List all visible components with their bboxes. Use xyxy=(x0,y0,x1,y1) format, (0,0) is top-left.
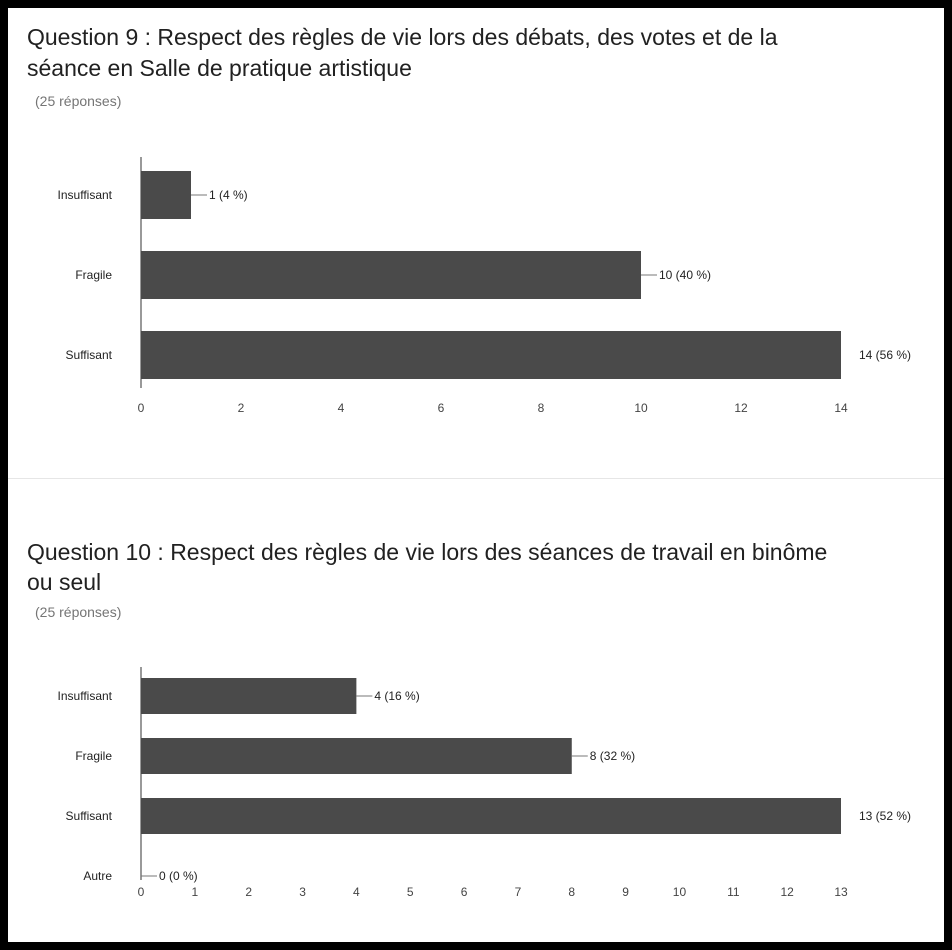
bar xyxy=(141,678,357,714)
x-tick-label: 10 xyxy=(634,401,648,415)
x-tick-label: 12 xyxy=(734,401,748,415)
data-label: 14 (56 %) xyxy=(859,348,911,362)
question-9-title-line2: séance en Salle de pratique artistique xyxy=(27,55,412,81)
data-label: 8 (32 %) xyxy=(590,749,635,763)
data-label: 1 (4 %) xyxy=(209,188,248,202)
x-tick-label: 4 xyxy=(353,885,360,899)
category-label: Suffisant xyxy=(66,348,113,362)
question-10-response-count: (25 réponses) xyxy=(35,604,121,620)
data-label: 4 (16 %) xyxy=(374,689,419,703)
question-10-header: Question 10 : Respect des règles de vie … xyxy=(27,539,827,620)
bar xyxy=(141,251,641,299)
category-label: Autre xyxy=(83,869,112,883)
x-tick-label: 2 xyxy=(245,885,252,899)
x-tick-label: 1 xyxy=(192,885,199,899)
x-tick-label: 8 xyxy=(538,401,545,415)
x-tick-label: 0 xyxy=(138,401,145,415)
category-label: Fragile xyxy=(75,749,112,763)
bar xyxy=(141,331,841,379)
section-divider xyxy=(8,478,944,479)
question-9-header: Question 9 : Respect des règles de vie l… xyxy=(27,24,778,109)
x-tick-label: 0 xyxy=(138,885,145,899)
category-label: Insuffisant xyxy=(58,188,113,202)
x-tick-label: 14 xyxy=(834,401,848,415)
data-label: 0 (0 %) xyxy=(159,869,198,883)
x-tick-label: 8 xyxy=(568,885,575,899)
x-tick-label: 4 xyxy=(338,401,345,415)
x-tick-label: 11 xyxy=(727,885,740,899)
bar xyxy=(141,798,841,834)
x-tick-label: 3 xyxy=(299,885,306,899)
bar xyxy=(141,738,572,774)
x-tick-label: 7 xyxy=(515,885,522,899)
x-tick-label: 6 xyxy=(438,401,445,415)
page-frame xyxy=(8,8,944,942)
x-tick-label: 9 xyxy=(622,885,629,899)
question-10-title-line1: Question 10 : Respect des règles de vie … xyxy=(27,539,827,565)
question-10-chart: Insuffisant 4 (16 %) Fragile 8 (32 %) Suffis… xyxy=(58,667,911,899)
x-tick-label: 10 xyxy=(673,885,687,899)
question-9-response-count: (25 réponses) xyxy=(35,93,121,109)
category-label: Suffisant xyxy=(66,809,113,823)
x-tick-label: 13 xyxy=(834,885,848,899)
question-9-chart: Insuffisant 1 (4 %) Fragile 10 (40 %) Suffis… xyxy=(58,157,911,415)
x-tick-label: 12 xyxy=(780,885,794,899)
question-10-title-line2: ou seul xyxy=(27,569,101,595)
x-tick-label: 6 xyxy=(461,885,468,899)
x-tick-label: 5 xyxy=(407,885,414,899)
data-label: 13 (52 %) xyxy=(859,809,911,823)
category-label: Fragile xyxy=(75,268,112,282)
x-tick-label: 2 xyxy=(238,401,245,415)
bar xyxy=(141,171,191,219)
category-label: Insuffisant xyxy=(58,689,113,703)
data-label: 10 (40 %) xyxy=(659,268,711,282)
question-9-title-line1: Question 9 : Respect des règles de vie l… xyxy=(27,24,778,50)
